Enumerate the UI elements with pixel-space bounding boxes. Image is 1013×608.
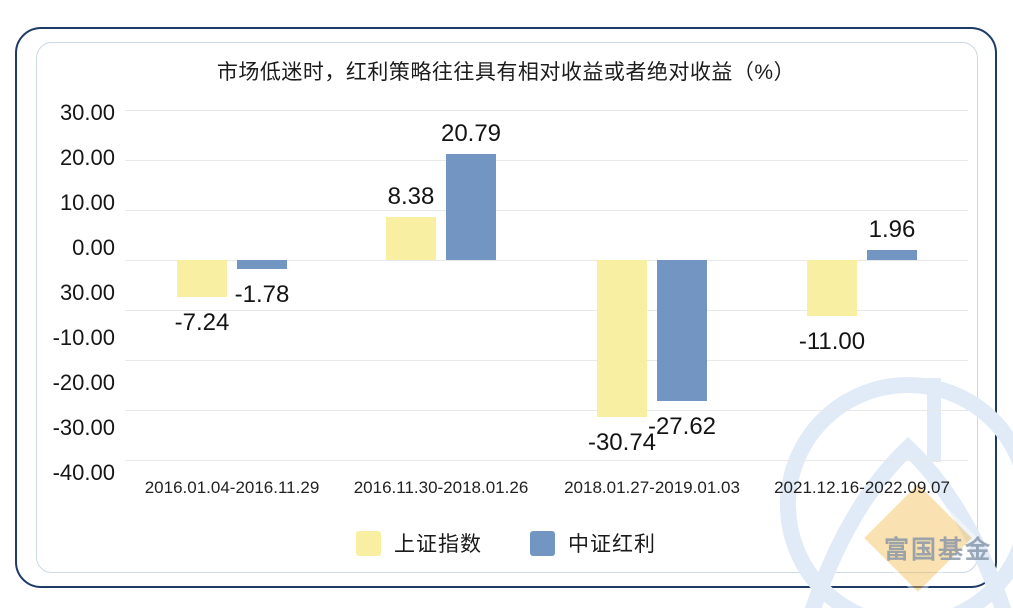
legend: 上证指数 中证红利 [36,528,976,558]
legend-label: 中证红利 [568,533,656,556]
x-axis-label: 2018.01.27-2019.01.03 [564,478,740,497]
bar-上证指数-3 [807,260,857,317]
legend-item: 中证红利 [530,528,656,558]
bar-上证指数-1 [386,217,436,260]
value-label: 8.38 [387,183,435,211]
gridline [125,160,968,161]
gridline [125,310,968,311]
legend-swatch [356,530,381,556]
gridline [125,210,968,211]
y-axis-label: 30.00 [59,280,115,305]
y-axis-label: 0.00 [72,235,115,260]
gridline [125,110,968,111]
y-axis-label: -10.00 [52,325,115,350]
value-label: -1.78 [234,281,290,309]
gridline [125,260,968,261]
x-axis-label: 2021.12.16-2022.09.07 [774,478,950,497]
bar-中证红利-3 [867,250,917,260]
outer-frame [15,27,997,588]
value-label: -30.74 [587,428,657,456]
x-axis-label: 2016.01.04-2016.11.29 [144,478,320,497]
legend-label: 上证指数 [394,533,482,556]
value-label: -27.62 [647,412,717,440]
gridline [125,460,968,461]
y-axis-label: -20.00 [52,370,115,395]
value-label: -11.00 [798,328,866,356]
x-axis-label: 2016.11.30-2018.01.26 [353,478,529,497]
value-label: 1.96 [868,216,916,243]
chart-title: 市场低迷时，红利策略往往具有相对收益或者绝对收益（%） [216,61,796,84]
y-axis-label: -30.00 [52,415,115,440]
bar-上证指数-2 [597,260,647,417]
gridline [125,410,968,411]
bar-中证红利-1 [446,153,496,260]
bar-上证指数-0 [177,260,227,297]
bar-中证红利-0 [237,260,287,270]
y-axis-label: 10.00 [59,190,115,215]
value-label: -7.24 [174,308,230,336]
bar-中证红利-2 [657,260,707,401]
value-label: 20.79 [440,119,502,147]
gridline [125,360,968,361]
y-axis-label: -40.00 [52,460,115,485]
legend-swatch [530,530,555,556]
y-axis-label: 30.00 [59,100,115,125]
y-axis-label: 20.00 [59,145,115,170]
legend-item: 上证指数 [356,528,482,558]
